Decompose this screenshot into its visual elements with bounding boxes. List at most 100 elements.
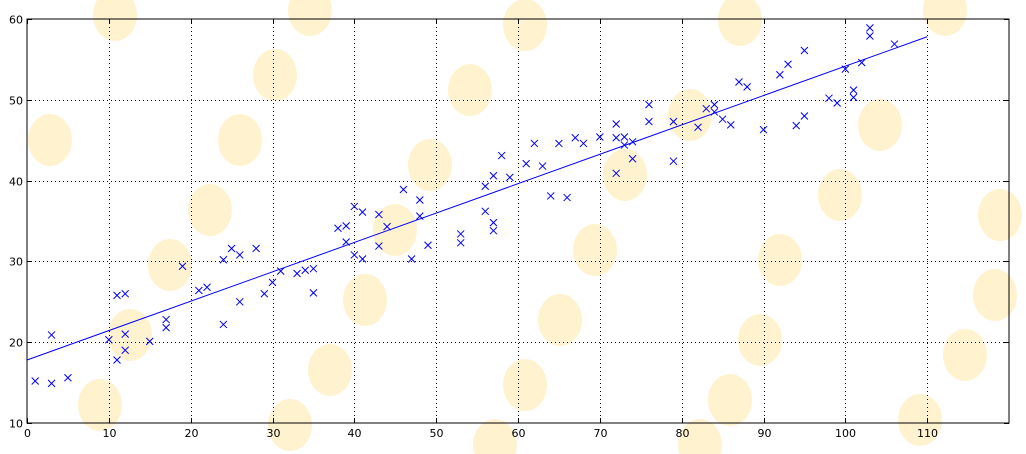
data-point <box>162 323 170 332</box>
watermark-blob <box>93 0 137 41</box>
watermark-blob <box>308 344 352 396</box>
data-point <box>407 255 416 263</box>
data-point <box>784 60 792 69</box>
data-point <box>595 133 604 141</box>
watermark-blob <box>473 419 517 454</box>
data-point <box>645 117 653 126</box>
data-point <box>497 151 506 160</box>
data-point <box>538 162 547 170</box>
watermark-blob <box>288 0 332 36</box>
data-point <box>162 315 170 324</box>
watermark-blob <box>148 239 192 291</box>
data-point <box>121 330 130 338</box>
data-point <box>31 377 40 385</box>
x-tick-label: 10 <box>103 427 117 440</box>
watermark-blob <box>108 309 152 361</box>
data-point <box>571 133 580 142</box>
fit-line-group <box>26 36 928 361</box>
data-point <box>481 182 490 191</box>
data-point <box>113 291 121 300</box>
y-tick-label: 60 <box>9 14 23 27</box>
data-point <box>563 193 571 202</box>
data-point <box>833 99 842 107</box>
watermark-blob <box>858 99 902 151</box>
data-point <box>579 139 588 148</box>
data-point <box>800 112 809 120</box>
data-point <box>47 331 56 339</box>
data-point <box>620 133 629 141</box>
data-point <box>219 255 228 264</box>
watermark-blob <box>78 379 122 431</box>
x-tick-label: 0 <box>24 427 31 440</box>
watermark-layer <box>28 0 1022 454</box>
watermark-blob <box>268 399 312 451</box>
data-point <box>121 346 130 355</box>
data-point <box>235 297 244 306</box>
x-tick-label: 50 <box>430 427 444 440</box>
data-point <box>489 226 498 235</box>
watermark-blob <box>718 0 762 46</box>
data-point <box>194 286 203 295</box>
data-point <box>825 94 833 103</box>
watermark-blob <box>448 64 492 116</box>
data-points <box>31 24 899 388</box>
data-point <box>350 202 359 211</box>
data-point <box>375 242 383 250</box>
y-tick-label: 20 <box>9 337 23 350</box>
data-point <box>612 120 621 128</box>
watermark-blob <box>408 139 452 191</box>
y-tick-labels: 10 20 30 40 50 60 <box>9 14 23 431</box>
data-point <box>178 262 187 271</box>
watermark-blob <box>738 314 782 366</box>
grid-lines <box>27 19 1009 423</box>
data-point <box>849 93 858 102</box>
watermark-blob <box>538 294 582 346</box>
x-tick-label: 40 <box>348 427 362 440</box>
data-point <box>415 196 424 204</box>
data-point <box>481 207 490 216</box>
data-point <box>669 157 678 166</box>
data-point <box>505 173 514 182</box>
data-point <box>334 224 342 233</box>
data-point <box>350 251 359 259</box>
data-point <box>800 46 809 55</box>
data-point <box>890 40 899 48</box>
x-tick-label: 20 <box>185 427 199 440</box>
data-point <box>276 267 285 275</box>
watermark-blob <box>573 224 617 276</box>
y-tick-label: 50 <box>9 95 23 108</box>
y-tick-label: 30 <box>9 256 23 269</box>
data-point <box>309 289 318 297</box>
data-point <box>628 137 637 146</box>
data-point <box>104 335 113 344</box>
data-point <box>64 373 72 382</box>
data-point <box>219 320 228 329</box>
data-point <box>849 86 858 94</box>
watermark-blob <box>978 189 1022 241</box>
fit-line <box>26 36 928 361</box>
watermark-blob <box>668 89 712 141</box>
data-point <box>342 221 351 230</box>
x-tick-label: 100 <box>835 427 856 440</box>
data-point <box>456 238 465 247</box>
x-tick-label: 110 <box>917 427 938 440</box>
data-point <box>522 159 531 168</box>
data-point <box>612 169 621 178</box>
watermark-blob <box>923 0 967 36</box>
data-point <box>489 171 498 180</box>
data-point <box>309 264 318 273</box>
tick-marks <box>27 19 1009 424</box>
data-point <box>203 283 211 292</box>
watermark-blob <box>28 114 72 166</box>
data-point <box>47 379 56 388</box>
x-tick-label: 60 <box>512 427 526 440</box>
watermark-blob <box>373 204 417 256</box>
data-point <box>383 222 391 231</box>
watermark-blob <box>503 359 547 411</box>
data-point <box>669 117 678 126</box>
data-point <box>145 337 154 346</box>
watermark-blob <box>758 234 802 286</box>
data-point <box>546 192 555 200</box>
x-tick-label: 90 <box>758 427 772 440</box>
